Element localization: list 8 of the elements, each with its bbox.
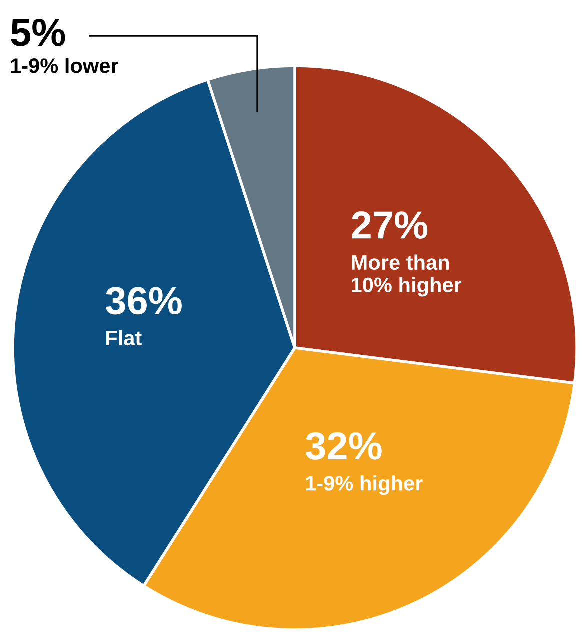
slice-label: Flat (106, 330, 142, 346)
data-label: 36% (106, 287, 182, 315)
slice-label: 1-9% higher (306, 476, 423, 496)
data-label: 5% (11, 19, 66, 46)
slice-label: More than 10% higher (352, 254, 462, 297)
slice-label: 1-9% lower (11, 58, 119, 74)
data-label: 27% (352, 212, 428, 239)
data-label: 32% (306, 432, 382, 460)
